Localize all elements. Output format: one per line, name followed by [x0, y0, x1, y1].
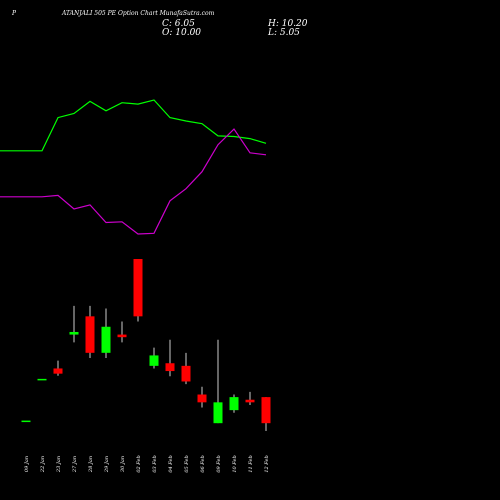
candle	[181, 352, 191, 385]
open-value: O: 10.00	[162, 28, 202, 38]
candle	[37, 378, 47, 381]
chart-prefix-text: P	[12, 10, 17, 17]
candle-body	[149, 355, 159, 366]
x-tick-label: 09 Feb	[216, 455, 222, 472]
overlay-line-2	[0, 128, 267, 235]
high-value: H: 10.20	[268, 19, 308, 29]
candle-body	[261, 397, 271, 424]
candle	[165, 339, 175, 377]
x-tick-label: 11 Feb	[248, 455, 254, 472]
candle	[85, 305, 95, 359]
candle	[245, 391, 255, 405]
x-tick-labels: 09 Jan 22 Jan 23 Jan 27 Jan 28 Jan 29 Jan 30 J…	[24, 455, 270, 473]
candle	[21, 420, 31, 423]
x-tick-label: 30 Jan	[120, 456, 126, 472]
x-tick-label: 23 Jan	[56, 456, 62, 473]
candle	[197, 386, 207, 408]
candle-body	[181, 365, 191, 382]
x-tick-label: 03 Feb	[152, 455, 158, 472]
candles	[21, 259, 271, 431]
candle-body	[85, 316, 95, 353]
candle	[117, 321, 127, 343]
candle-body	[37, 378, 47, 381]
x-tick-label: 12 Feb	[264, 455, 270, 472]
candle-body	[21, 420, 31, 423]
candle	[149, 347, 159, 369]
candle-body	[117, 334, 127, 338]
overlay-line-1	[0, 99, 267, 152]
low-value: L: 5.05	[268, 28, 300, 38]
x-tick-label: 02 Feb	[136, 455, 142, 472]
x-tick-label: 04 Feb	[168, 455, 174, 472]
chart-title: ATANJALI 505 PE Option Chart MunafaSutra…	[62, 10, 215, 17]
candle	[53, 360, 63, 376]
x-tick-label: 09 Jan	[24, 456, 30, 472]
candle	[229, 394, 239, 413]
candle-body	[229, 397, 239, 411]
overlay-lines	[0, 99, 267, 235]
x-tick-label: 06 Feb	[200, 455, 206, 472]
candle-body	[197, 394, 207, 403]
x-tick-label: 27 Jan	[72, 456, 78, 473]
x-tick-label: 22 Jan	[40, 456, 46, 473]
candle	[213, 339, 223, 424]
candle-body	[69, 331, 79, 335]
candle-body	[101, 326, 111, 353]
x-tick-label: 29 Jan	[104, 456, 110, 473]
candle-body	[213, 402, 223, 424]
close-value: C: 6.05	[162, 19, 195, 29]
x-tick-label: 05 Feb	[184, 455, 190, 472]
candle	[133, 259, 143, 322]
candle	[69, 305, 79, 343]
candle-body	[133, 259, 143, 317]
x-tick-label: 28 Jan	[88, 456, 94, 473]
candle-body	[165, 363, 175, 372]
candle	[101, 308, 111, 359]
candle-body	[53, 368, 63, 374]
candle-body	[245, 399, 255, 403]
candle	[261, 397, 271, 431]
x-tick-label: 10 Feb	[232, 455, 238, 472]
